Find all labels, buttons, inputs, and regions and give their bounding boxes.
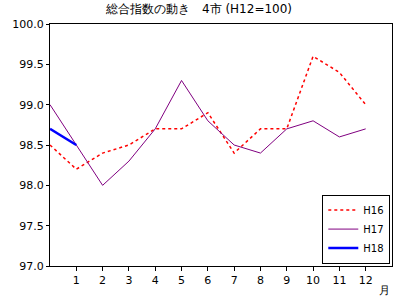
svg-text:総合指数の動き 4市 (H12=100): 総合指数の動き 4市 (H12=100) [105, 2, 292, 16]
svg-text:1: 1 [73, 274, 80, 287]
svg-text:H16: H16 [363, 205, 383, 216]
svg-text:97.0: 97.0 [19, 260, 44, 273]
svg-text:6: 6 [204, 274, 211, 287]
svg-text:99.5: 99.5 [19, 58, 44, 71]
svg-text:99.0: 99.0 [19, 99, 44, 112]
svg-text:11: 11 [332, 274, 346, 287]
svg-text:98.5: 98.5 [19, 139, 44, 152]
svg-text:97.5: 97.5 [19, 220, 44, 233]
svg-text:H18: H18 [363, 243, 383, 254]
svg-text:8: 8 [257, 274, 264, 287]
svg-text:月: 月 [379, 284, 390, 297]
svg-text:12: 12 [359, 274, 373, 287]
svg-text:3: 3 [125, 274, 132, 287]
svg-text:7: 7 [231, 274, 238, 287]
svg-text:9: 9 [283, 274, 290, 287]
svg-text:98.0: 98.0 [19, 179, 44, 192]
svg-text:100.0: 100.0 [12, 18, 44, 31]
svg-text:H17: H17 [363, 224, 383, 235]
svg-text:5: 5 [178, 274, 185, 287]
svg-text:10: 10 [306, 274, 320, 287]
svg-text:4: 4 [152, 274, 159, 287]
svg-text:2: 2 [99, 274, 106, 287]
